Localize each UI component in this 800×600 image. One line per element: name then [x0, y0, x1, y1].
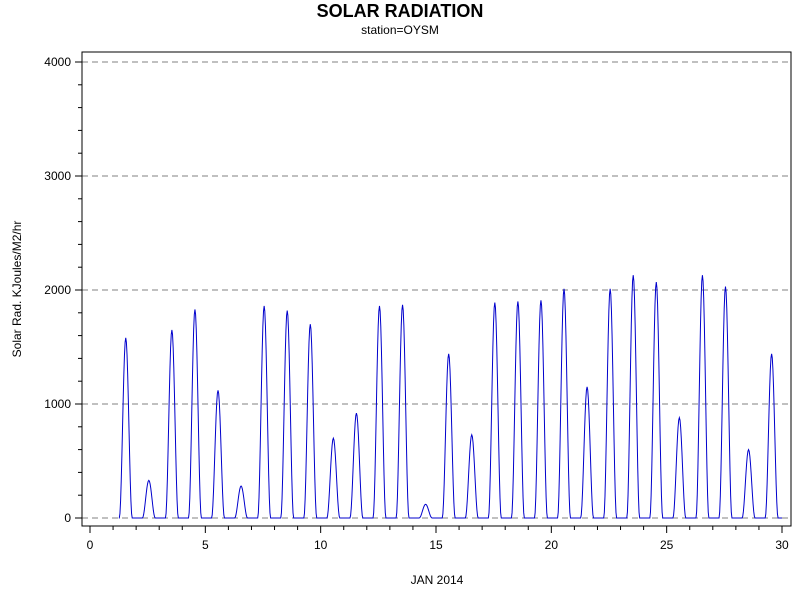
plot-frame [81, 51, 792, 527]
y-axis-label: Solar Rad. KJoules/M2/hr [10, 221, 24, 358]
chart-title: SOLAR RADIATION [317, 1, 484, 21]
y-tick-label: 2000 [44, 283, 71, 297]
x-tick-label: 10 [314, 538, 328, 552]
x-tick-label: 30 [775, 538, 789, 552]
x-tick-label: 5 [202, 538, 209, 552]
series-line [118, 275, 782, 519]
x-axis: 0 5 10 15 20 25 30 [87, 526, 789, 552]
y-tick-label: 4000 [44, 55, 71, 69]
y-tick-label: 0 [64, 511, 71, 525]
x-tick-label: 15 [429, 538, 443, 552]
grid-lines [82, 61, 791, 519]
chart-subtitle: station=OYSM [361, 23, 439, 37]
y-axis: 0 1000 2000 3000 4000 [44, 55, 82, 525]
x-axis-label: JAN 2014 [411, 573, 464, 587]
x-tick-label: 25 [660, 538, 674, 552]
x-tick-label: 0 [87, 538, 94, 552]
y-tick-label: 1000 [44, 397, 71, 411]
y-tick-label: 3000 [44, 169, 71, 183]
x-tick-label: 20 [545, 538, 559, 552]
